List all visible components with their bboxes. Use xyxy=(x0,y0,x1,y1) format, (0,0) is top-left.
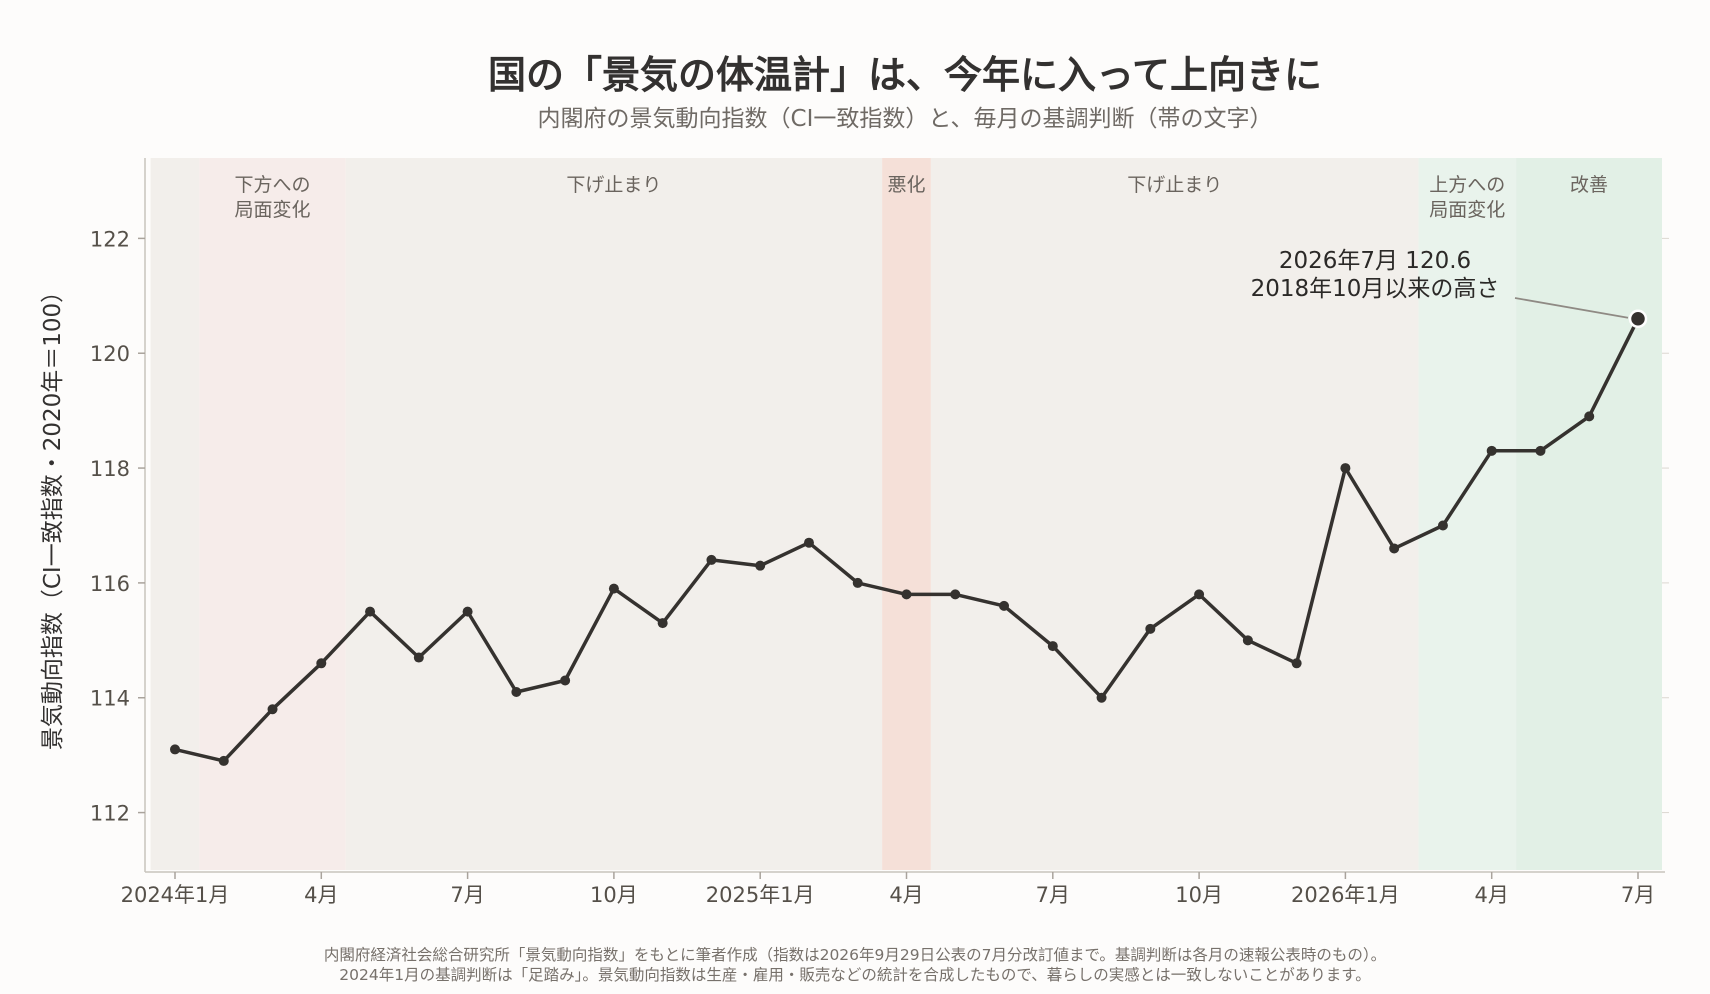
data-point-2026-05 xyxy=(1535,445,1546,456)
data-point-2024-03 xyxy=(267,704,278,715)
chart-title: 国の「景気の体温計」は、今年に入って上向きに xyxy=(488,53,1322,97)
band-label-2-0: 下げ止まり xyxy=(566,174,661,196)
annotation-line-2: 2018年10月以来の高さ xyxy=(1251,276,1500,302)
data-point-2025-02 xyxy=(803,537,814,548)
data-point-2024-09 xyxy=(560,675,571,686)
data-point-2024-02 xyxy=(218,755,229,766)
y-tick-label-122: 122 xyxy=(90,227,130,251)
y-tick-label-112: 112 xyxy=(90,802,130,826)
data-point-2025-08 xyxy=(1096,692,1107,703)
data-point-2025-03 xyxy=(852,577,863,588)
data-point-2024-04 xyxy=(316,658,327,669)
x-tick-label-21: 10月 xyxy=(1175,883,1223,907)
data-point-2025-06 xyxy=(999,600,1010,611)
data-point-2026-02 xyxy=(1389,543,1400,554)
annotation-leader-line xyxy=(1514,297,1629,319)
band-label-1-0: 下方への xyxy=(235,174,311,196)
data-point-2026-03 xyxy=(1437,520,1448,531)
band-3 xyxy=(882,158,931,870)
data-point-2024-12 xyxy=(706,554,717,565)
y-tick-label-114: 114 xyxy=(90,687,130,711)
band-label-6-0: 改善 xyxy=(1570,174,1608,196)
data-point-2026-07 xyxy=(1628,309,1648,329)
x-axis-ticks: 2024年1月 4月 7月 10月 2025年1月 4月 7月 10月 2026年1月 4月 7月 xyxy=(121,872,1655,907)
band-label-4-0: 下げ止まり xyxy=(1127,174,1222,196)
x-tick-label-15: 4月 xyxy=(889,883,923,907)
x-tick-label-12: 2025年1月 xyxy=(706,883,815,907)
footnote-line-2: 2024年1月の基調判断は「足踏み」。景気動向指数は生産・雇用・販売などの統計を… xyxy=(339,966,1370,984)
data-point-2026-06 xyxy=(1584,411,1595,422)
data-point-2024-07 xyxy=(462,606,473,617)
data-point-2025-05 xyxy=(950,589,961,600)
y-tick-label-120: 120 xyxy=(90,342,130,366)
data-point-2025-11 xyxy=(1242,635,1253,646)
band-label-5-1: 局面変化 xyxy=(1429,199,1505,221)
data-point-2024-05 xyxy=(365,606,376,617)
x-tick-label-27: 4月 xyxy=(1475,883,1509,907)
y-tick-label-118: 118 xyxy=(90,457,130,481)
band-5 xyxy=(1418,158,1517,870)
footnote-line-1: 内閣府経済社会総合研究所「景気動向指数」をもとに筆者作成（指数は2026年9月2… xyxy=(324,946,1386,964)
series-ci-index xyxy=(170,309,1648,766)
data-point-2025-01 xyxy=(755,560,766,571)
x-tick-label-3: 4月 xyxy=(304,883,338,907)
annotation-line-1: 2026年7月 120.6 xyxy=(1279,248,1471,274)
y-axis-label: 景気動向指数（CI一致指数・2020年＝100） xyxy=(40,280,66,750)
x-tick-label-6: 7月 xyxy=(450,883,484,907)
data-point-2025-04 xyxy=(901,589,912,600)
judgment-bands xyxy=(150,158,1662,870)
y-axis-ticks: 112 114 116 118 120 122 xyxy=(90,227,1669,826)
band-0 xyxy=(150,158,200,870)
data-point-2024-01 xyxy=(170,744,180,755)
data-point-2026-04 xyxy=(1486,445,1497,456)
y-tick-label-116: 116 xyxy=(90,572,130,596)
x-tick-label-24: 2026年1月 xyxy=(1291,883,1400,907)
band-1 xyxy=(199,158,346,870)
band-2 xyxy=(345,158,883,870)
x-tick-label-30: 7月 xyxy=(1621,883,1655,907)
band-4 xyxy=(930,158,1419,870)
x-tick-label-9: 10月 xyxy=(590,883,638,907)
chart-subtitle: 内閣府の景気動向指数（CI一致指数）と、毎月の基調判断（帯の文字） xyxy=(538,106,1273,132)
data-point-2025-10 xyxy=(1194,589,1205,600)
data-point-2026-01 xyxy=(1340,463,1351,474)
x-tick-label-0: 2024年1月 xyxy=(121,883,230,907)
band-label-1-1: 局面変化 xyxy=(235,199,311,221)
data-point-2025-07 xyxy=(1047,641,1058,652)
data-point-2024-08 xyxy=(511,687,522,697)
data-point-2024-11 xyxy=(657,618,668,629)
band-label-5-0: 上方への xyxy=(1429,174,1505,196)
data-point-2024-10 xyxy=(608,583,619,594)
data-point-2024-06 xyxy=(413,652,424,663)
band-6 xyxy=(1516,158,1662,870)
band-label-3-0: 悪化 xyxy=(887,174,925,196)
data-point-2025-09 xyxy=(1145,623,1156,634)
x-tick-label-18: 7月 xyxy=(1036,883,1070,907)
data-point-2025-12 xyxy=(1291,658,1302,669)
